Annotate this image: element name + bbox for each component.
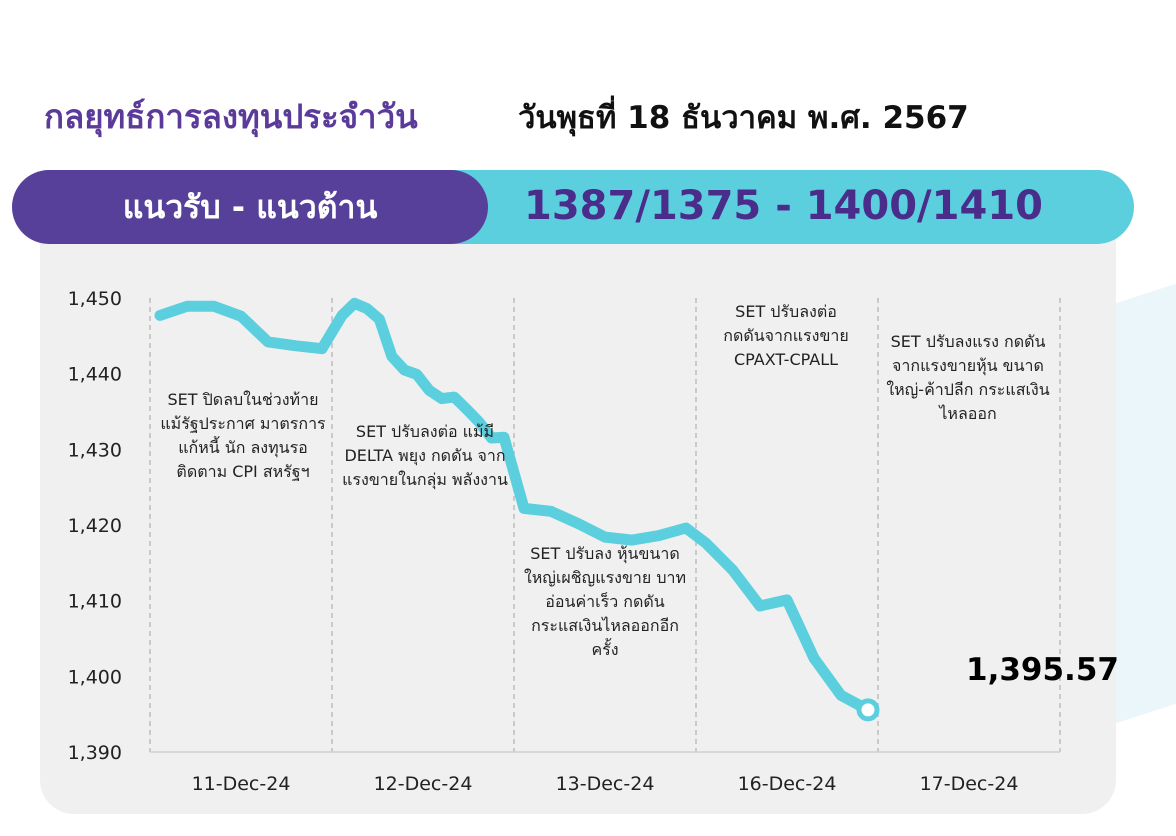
annotation-16-dec: SET ปรับลงต่อ กดดันจากแรงขาย CPAXT-CPALL bbox=[723, 302, 849, 369]
x-tick-label: 16-Dec-24 bbox=[738, 773, 837, 795]
page-title: กลยุทธ์การลงทุนประจำวัน bbox=[44, 97, 418, 136]
last-value-marker bbox=[856, 698, 880, 722]
annotation-12-dec: SET ปรับลงต่อ แม้มี DELTA พยุง กดดัน จาก… bbox=[342, 422, 508, 489]
y-tick-label: 1,410 bbox=[68, 591, 122, 613]
y-tick-label: 1,450 bbox=[68, 288, 122, 310]
levels-label-band: แนวรับ - แนวต้าน bbox=[12, 170, 488, 244]
annotation-17-dec: SET ปรับลงแรง กดดันจากแรงขายหุ้น ขนาดใหญ… bbox=[886, 332, 1050, 423]
last-value-label: 1,395.57 bbox=[966, 652, 1119, 688]
levels-value-band bbox=[400, 170, 1134, 244]
levels-value: 1387/1375 - 1400/1410 bbox=[524, 183, 1043, 229]
y-tick-label: 1,430 bbox=[68, 439, 122, 461]
y-tick-label: 1,440 bbox=[68, 364, 122, 386]
y-axis-ticks: 1,450 1,440 1,430 1,420 1,410 1,400 1,390 bbox=[68, 288, 122, 764]
y-tick-label: 1,420 bbox=[68, 515, 122, 537]
levels-label: แนวรับ - แนวต้าน bbox=[122, 187, 378, 226]
x-tick-label: 17-Dec-24 bbox=[920, 773, 1019, 795]
annotation-11-dec: SET ปิดลบในช่วงท้าย แม้รัฐประกาศ มาตรการ… bbox=[160, 390, 326, 481]
annotation-13-dec: SET ปรับลง หุ้นขนาด ใหญ่เผชิญแรงขาย บาทอ… bbox=[523, 544, 687, 659]
x-tick-label: 12-Dec-24 bbox=[374, 773, 473, 795]
x-tick-label: 13-Dec-24 bbox=[556, 773, 655, 795]
x-axis-ticks: 11-Dec-24 12-Dec-24 13-Dec-24 16-Dec-24 17-D… bbox=[192, 773, 1019, 795]
y-tick-label: 1,390 bbox=[68, 742, 122, 764]
day-separators bbox=[149, 298, 1061, 752]
x-tick-label: 11-Dec-24 bbox=[192, 773, 291, 795]
report-date: วันพุธที่ 18 ธันวาคม พ.ศ. 2567 bbox=[518, 100, 969, 136]
y-tick-label: 1,400 bbox=[68, 666, 122, 688]
